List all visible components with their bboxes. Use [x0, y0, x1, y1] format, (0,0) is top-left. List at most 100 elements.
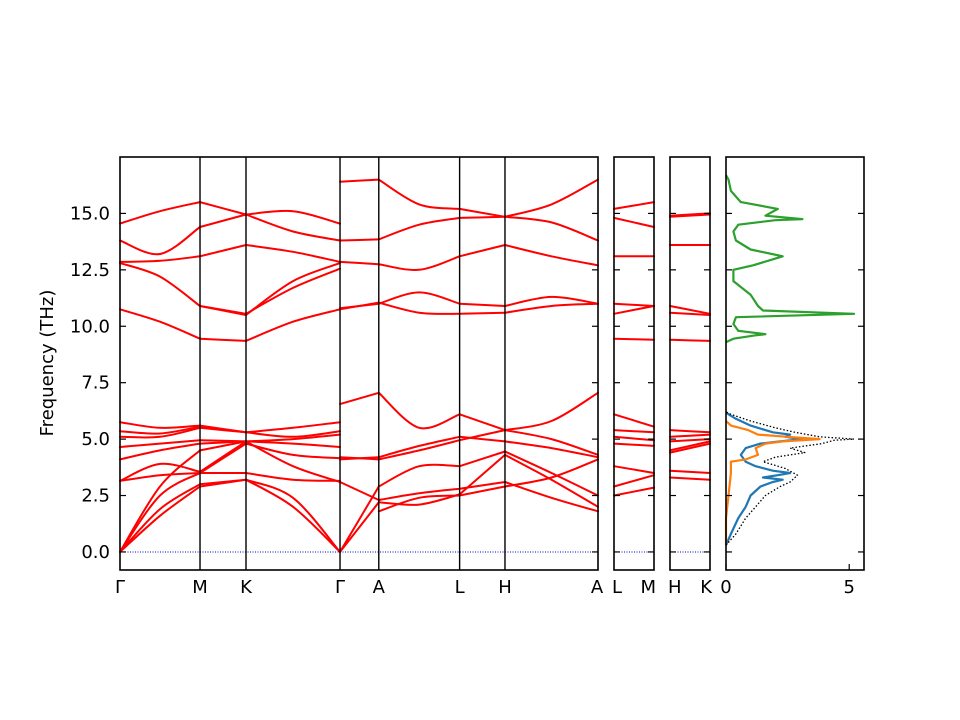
- band-line: [669, 469, 711, 474]
- y-tick-label: 7.5: [81, 373, 110, 394]
- band-line: [613, 474, 655, 488]
- band-line: [377, 391, 461, 430]
- x-tick-label: 5: [843, 577, 854, 598]
- band-line: [504, 295, 599, 307]
- band-line: [119, 425, 201, 435]
- band-line: [199, 213, 247, 228]
- band-line: [458, 485, 506, 497]
- band-line: [245, 442, 341, 460]
- y-tick-label: 2.5: [81, 486, 110, 507]
- band-line: [669, 338, 711, 342]
- band-line: [245, 244, 341, 263]
- band-line: [458, 453, 506, 496]
- y-tick-label: 15.0: [70, 203, 110, 224]
- band-line: [199, 440, 247, 473]
- x-tick-label: A: [591, 577, 604, 598]
- x-tick-label: M: [192, 577, 208, 598]
- band-line: [669, 311, 711, 316]
- band-line: [613, 429, 655, 434]
- band-line: [119, 449, 201, 553]
- band-line: [119, 255, 201, 263]
- band-line: [504, 244, 599, 267]
- x-tick-label: M: [640, 577, 656, 598]
- band-line: [613, 201, 655, 210]
- band-line: [119, 483, 201, 553]
- band-line: [119, 226, 201, 256]
- band-line: [199, 337, 247, 342]
- band-line: [613, 442, 655, 447]
- band-line: [504, 440, 599, 459]
- band-line: [458, 244, 506, 258]
- band-line: [245, 262, 341, 316]
- band-line: [377, 178, 461, 210]
- band-line: [377, 255, 461, 271]
- band-line: [119, 426, 201, 439]
- band-line: [613, 435, 655, 442]
- band-line: [199, 442, 247, 474]
- band-line: [504, 453, 599, 508]
- x-tick-label: L: [455, 577, 465, 598]
- band-line: [199, 478, 247, 486]
- band-line: [245, 478, 341, 553]
- band-line: [339, 238, 380, 242]
- x-tick-label: Γ: [115, 577, 125, 598]
- band-line: [613, 337, 655, 341]
- band-line: [339, 456, 380, 461]
- dos-series-4: [725, 411, 855, 546]
- band-line: [613, 413, 655, 428]
- band-line: [339, 260, 380, 266]
- band-line: [504, 450, 599, 497]
- band-line: [458, 215, 506, 219]
- panels-layer: Γ M K Γ A L H A0.02.55.07.510.012.515.0L M H K 0 5: [70, 156, 865, 598]
- x-tick-label: K: [240, 577, 253, 598]
- band-line: [377, 435, 461, 459]
- band-line: [245, 213, 341, 242]
- band-line: [377, 216, 461, 241]
- band-line: [245, 267, 341, 315]
- band-line: [339, 302, 380, 310]
- band-line: [119, 308, 201, 340]
- band-line: [613, 302, 655, 307]
- y-tick-label: 10.0: [70, 316, 110, 337]
- x-tick-label: A: [373, 577, 386, 598]
- band-line: [119, 485, 201, 553]
- band-line: [245, 430, 341, 438]
- band-line: [458, 435, 506, 443]
- band-line: [119, 439, 201, 448]
- x-tick-label: K: [700, 577, 713, 598]
- panel-frame: [613, 156, 655, 571]
- band-line: [669, 433, 711, 438]
- band-line: [669, 442, 711, 454]
- band-line: [245, 440, 341, 448]
- band-line: [458, 450, 506, 468]
- band-line: [377, 463, 461, 488]
- x-tick-label: 0: [720, 577, 731, 598]
- band-line: [119, 442, 201, 461]
- dos-series-2: [724, 420, 821, 546]
- band-line: [669, 476, 711, 481]
- band-line: [377, 493, 461, 506]
- x-tick-label: H: [668, 577, 682, 598]
- band-line: [119, 472, 201, 482]
- band-line: [504, 458, 599, 488]
- dos-series-1: [724, 411, 804, 546]
- band-line: [504, 481, 599, 513]
- band-line: [377, 494, 461, 513]
- band-line: [613, 465, 655, 474]
- dos-series-3: [725, 174, 856, 344]
- x-tick-label: L: [612, 577, 622, 598]
- band-line: [504, 391, 599, 432]
- band-line: [613, 305, 655, 315]
- band-line: [119, 462, 201, 482]
- band-line: [339, 481, 380, 501]
- band-line: [458, 413, 506, 432]
- panel-frame: [669, 156, 711, 571]
- y-axis-label: Frequency (THz): [37, 290, 58, 437]
- band-line: [119, 262, 201, 307]
- band-line: [339, 501, 380, 553]
- band-line: [199, 424, 247, 434]
- band-line: [245, 209, 341, 225]
